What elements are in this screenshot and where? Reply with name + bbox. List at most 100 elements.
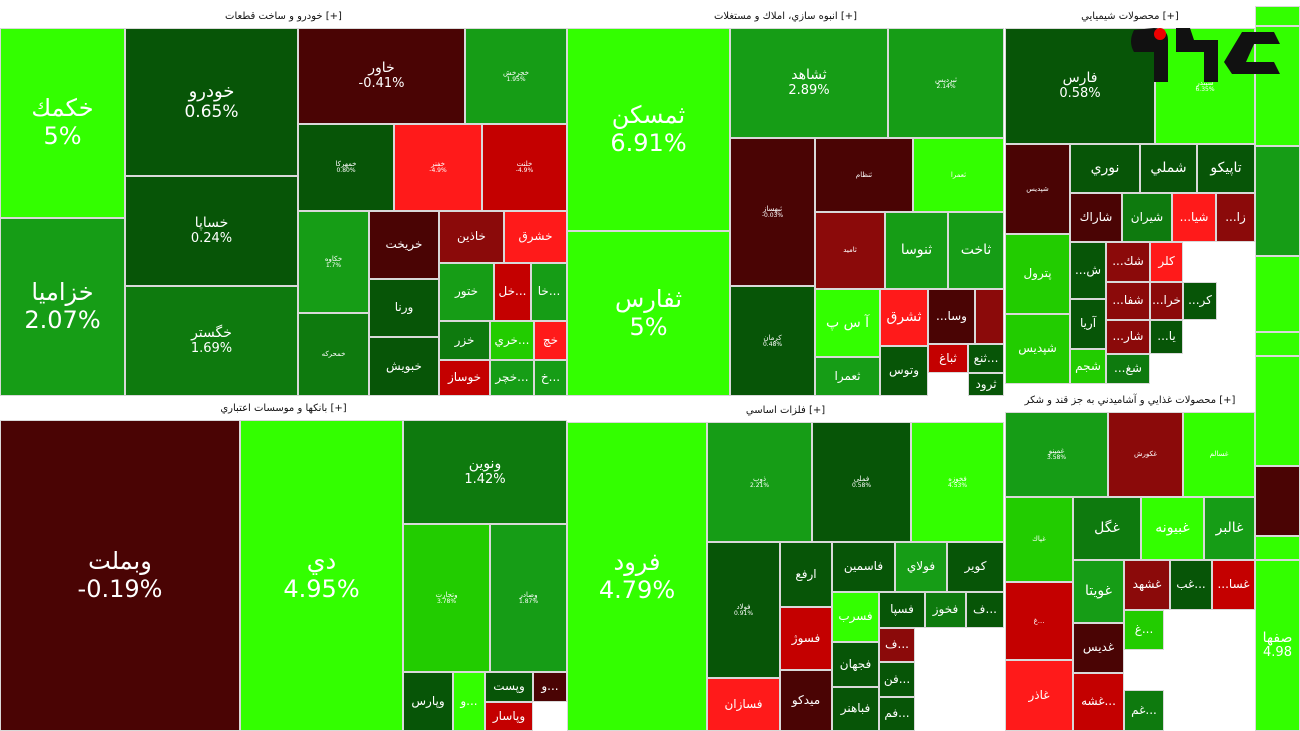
stock-tile-arfa[interactable]: ارفع: [780, 542, 832, 607]
stock-tile-ghesha[interactable]: غشه...: [1073, 673, 1124, 731]
stock-tile-takht[interactable]: ثاخت: [948, 212, 1004, 289]
stock-tile-fasazan[interactable]: فسازان: [707, 678, 780, 731]
stock-tile-vsader[interactable]: وصادر 1.87%: [490, 524, 567, 672]
stock-tile-tr1[interactable]: ثنظام: [815, 138, 913, 212]
stock-tile-folai[interactable]: فولاي: [895, 542, 947, 592]
stock-tile-khcharkh[interactable]: خچرخش 1.95%: [465, 28, 567, 124]
stock-tile-vnovin[interactable]: ونوين 1.42%: [403, 420, 567, 524]
stock-tile-kavir[interactable]: كوير: [947, 542, 1004, 592]
stock-tile-ghsalim[interactable]: غسالم: [1183, 412, 1255, 497]
stock-tile-fjahan[interactable]: فجهان: [832, 642, 879, 687]
stock-tile-fasmin[interactable]: فاسمين: [832, 542, 895, 592]
stock-tile-khazin[interactable]: خاذين: [439, 211, 504, 263]
stock-tile-v1[interactable]: و...: [453, 672, 485, 731]
stock-tile-shar[interactable]: ...شار: [1106, 320, 1150, 354]
stock-tile-tosa[interactable]: ...وسا: [928, 289, 975, 344]
stock-tile-shiran[interactable]: شيران: [1122, 193, 1172, 242]
stock-tile-khreikht[interactable]: خريخت: [369, 211, 439, 279]
stock-tile-fan[interactable]: فن...: [879, 662, 915, 697]
stock-tile-vpasar[interactable]: وپاسار: [485, 702, 533, 731]
stock-tile-shamli[interactable]: شملي: [1140, 144, 1197, 193]
stock-tile-tg1[interactable]: ثعمرا: [913, 138, 1004, 212]
stock-tile-tkerman[interactable]: كرمان 0.48%: [730, 286, 815, 396]
stock-tile-tomran[interactable]: ثعمرا: [815, 357, 880, 396]
edge-tile-4[interactable]: [1255, 332, 1300, 356]
stock-tile-ghb[interactable]: غب...: [1170, 560, 1212, 610]
stock-tile-tbardis[interactable]: ثبرديس 2.14%: [888, 28, 1004, 138]
stock-tile-shgh[interactable]: ...شغ: [1106, 354, 1150, 384]
edge-tile-1[interactable]: [1255, 26, 1300, 146]
stock-tile-fsorb[interactable]: فسرب: [832, 592, 879, 642]
stock-tile-fbahonar[interactable]: فباهنر: [832, 687, 879, 731]
stock-tile-fe[interactable]: ف...: [966, 592, 1004, 628]
stock-tile-khgostar[interactable]: خگستر 1.69%: [125, 286, 298, 396]
stock-tile-ya[interactable]: ...يا: [1150, 320, 1183, 354]
stock-tile-tsharq[interactable]: ثشرق: [880, 289, 928, 346]
edge-tile-3[interactable]: [1255, 256, 1300, 332]
stock-tile-vpost[interactable]: وپست: [485, 672, 533, 702]
stock-tile-fars[interactable]: فارس 0.58%: [1005, 28, 1155, 144]
stock-tile-shjam[interactable]: شجم: [1070, 349, 1106, 384]
stock-tile-fkhooz2[interactable]: فخوزه 4.53%: [911, 422, 1004, 542]
stock-tile-tnag[interactable]: ثنع...: [968, 344, 1004, 373]
stock-tile-khosaz[interactable]: خوساز: [439, 360, 490, 396]
stock-tile-khavar[interactable]: خاور -0.41%: [298, 28, 465, 124]
stock-tile-khsmall2[interactable]: خمحركه: [298, 313, 369, 396]
stock-tile-ghm[interactable]: غم...: [1124, 690, 1164, 731]
stock-tile-khx[interactable]: خ...: [534, 360, 567, 396]
stock-tile-vo[interactable]: و...: [533, 672, 567, 702]
stock-tile-khmehva[interactable]: خمهركا 0.80%: [298, 124, 394, 211]
stock-tile-tshahed[interactable]: ثشاهد 2.89%: [730, 28, 888, 138]
stock-tile-khiboish[interactable]: خبويش: [369, 337, 439, 396]
stock-tile-midko[interactable]: ميدكو: [780, 670, 832, 731]
stock-tile-ghr[interactable]: غ...: [1005, 582, 1073, 660]
sector-header-bank[interactable]: بانكها و موسسات اعتباري [+]: [0, 398, 567, 421]
stock-tile-shia[interactable]: ...شيا: [1172, 193, 1216, 242]
stock-tile-varna[interactable]: ورنا: [369, 279, 439, 337]
stock-tile-ghgh[interactable]: غ...: [1124, 610, 1164, 650]
edge-tile-2[interactable]: [1255, 146, 1300, 256]
stock-tile-khakmak[interactable]: خكمك 5%: [0, 28, 125, 218]
sector-header-metal[interactable]: فلزات اساسي [+]: [567, 400, 1004, 423]
stock-tile-dey[interactable]: دي 4.95%: [240, 420, 403, 731]
stock-tile-khodro[interactable]: خودرو 0.65%: [125, 28, 298, 176]
stock-tile-shpdis[interactable]: شپديس: [1005, 314, 1070, 384]
edge-tile-6[interactable]: [1255, 466, 1300, 536]
stock-tile-ghshahd[interactable]: غشهد: [1124, 560, 1170, 610]
stock-tile-khsmall1[interactable]: خكاوه 1.7%: [298, 211, 369, 313]
stock-tile-kha[interactable]: خا...: [531, 263, 567, 321]
stock-tile-petrol[interactable]: پترول: [1005, 234, 1070, 314]
stock-tile-vtejarat[interactable]: وتجارت 3.78%: [403, 524, 490, 672]
stock-tile-ghkourosh[interactable]: غكورش: [1108, 412, 1183, 497]
stock-tile-ghsa[interactable]: ...غسا: [1212, 560, 1255, 610]
stock-tile-fam[interactable]: فم...: [879, 697, 915, 731]
stock-tile-za[interactable]: ...زا: [1216, 193, 1255, 242]
stock-tile-fsoz[interactable]: فسوژ: [780, 607, 832, 670]
stock-tile-tr2[interactable]: ثاميد: [815, 212, 885, 289]
stock-tile-khazamia[interactable]: خزاميا 2.07%: [0, 218, 125, 396]
stock-tile-fmeli[interactable]: فملي 0.58%: [812, 422, 911, 542]
stock-tile-gheg[interactable]: غپاك: [1005, 497, 1073, 582]
stock-tile-sharak[interactable]: شاراك: [1070, 193, 1122, 242]
stock-tile-khtoor[interactable]: ختور: [439, 263, 494, 321]
edge-tile-5[interactable]: [1255, 356, 1300, 466]
stock-tile-kalr[interactable]: كلر: [1150, 242, 1183, 282]
stock-tile-khri[interactable]: خري...: [490, 321, 534, 360]
stock-tile-foolad_big[interactable]: فرود 4.79%: [567, 422, 707, 731]
stock-tile-tnosa[interactable]: ثنوسا: [885, 212, 948, 289]
sector-header-const[interactable]: انبوه سازي، املاك و مستغلات [+]: [567, 6, 1004, 29]
stock-tile-vtos[interactable]: وتوس: [880, 346, 928, 396]
stock-tile-ghdis[interactable]: غديس: [1073, 623, 1124, 673]
stock-tile-tmaskan[interactable]: ثمسكن 6.91%: [567, 28, 730, 231]
stock-tile-safha[interactable]: صفها 4.98: [1255, 560, 1300, 731]
stock-tile-zob[interactable]: ذوب 2.21%: [707, 422, 812, 542]
stock-tile-vpars[interactable]: وپارس: [403, 672, 453, 731]
stock-tile-ghmeno[interactable]: غمينو 3.58%: [1005, 412, 1108, 497]
stock-tile-tasp[interactable]: آ س پ: [815, 289, 880, 357]
stock-tile-vbmellat[interactable]: وبملت -0.19%: [0, 420, 240, 731]
sector-header-auto[interactable]: خودرو و ساخت قطعات [+]: [0, 6, 567, 29]
stock-tile-ghgol[interactable]: غگل: [1073, 497, 1141, 560]
stock-tile-nori[interactable]: نوري: [1070, 144, 1140, 193]
stock-tile-foolad[interactable]: فولاد 0.91%: [707, 542, 780, 678]
stock-tile-khlent[interactable]: خلنت -4.9%: [482, 124, 567, 211]
